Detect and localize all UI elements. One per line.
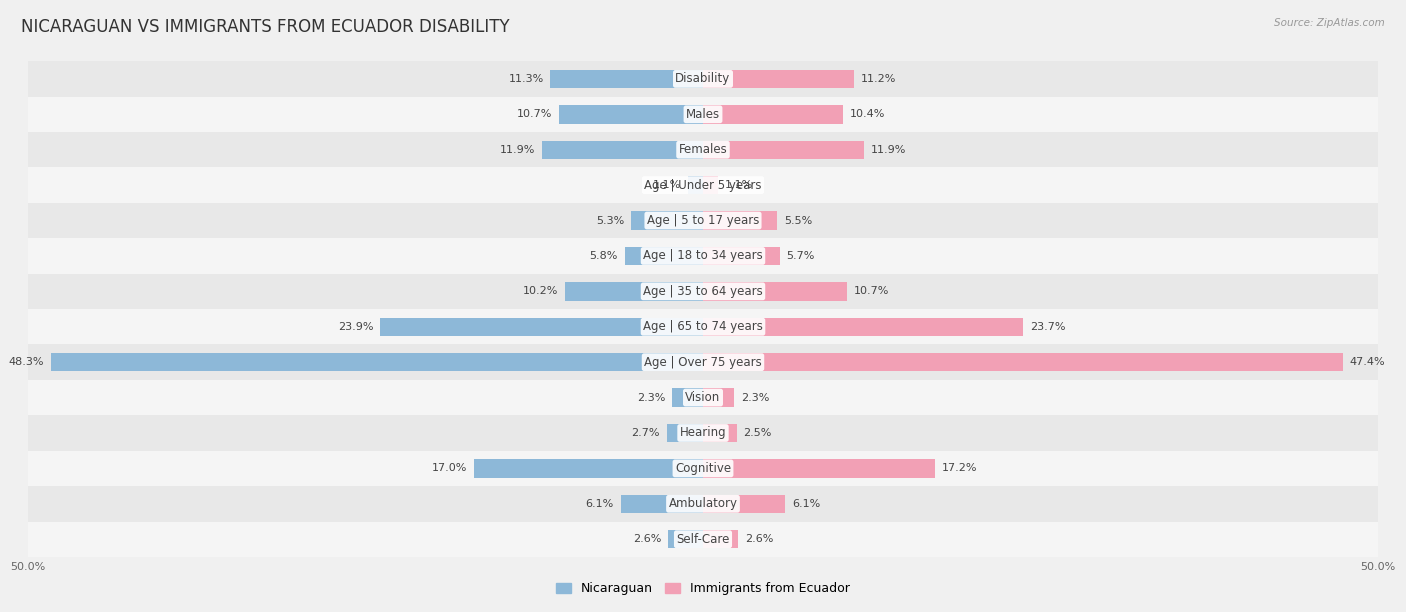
Text: Age | 5 to 17 years: Age | 5 to 17 years: [647, 214, 759, 227]
Text: Age | Under 5 years: Age | Under 5 years: [644, 179, 762, 192]
Text: 1.1%: 1.1%: [724, 180, 752, 190]
Bar: [28, 416, 1378, 450]
Text: Hearing: Hearing: [679, 427, 727, 439]
Text: 6.1%: 6.1%: [792, 499, 820, 509]
Bar: [703, 141, 863, 159]
Bar: [703, 282, 848, 300]
Text: Females: Females: [679, 143, 727, 156]
Text: 5.5%: 5.5%: [785, 215, 813, 226]
Text: Cognitive: Cognitive: [675, 462, 731, 475]
Text: Age | 35 to 64 years: Age | 35 to 64 years: [643, 285, 763, 298]
Bar: [474, 459, 703, 477]
Bar: [51, 353, 703, 371]
Bar: [28, 132, 1378, 168]
Bar: [703, 494, 786, 513]
Bar: [703, 389, 734, 407]
Bar: [558, 105, 703, 124]
Text: Males: Males: [686, 108, 720, 121]
Bar: [703, 318, 1024, 336]
Text: 11.9%: 11.9%: [870, 144, 905, 155]
Bar: [672, 389, 703, 407]
Bar: [381, 318, 703, 336]
Text: Age | 18 to 34 years: Age | 18 to 34 years: [643, 250, 763, 263]
Bar: [28, 309, 1378, 345]
Bar: [703, 105, 844, 124]
Bar: [28, 450, 1378, 486]
Bar: [551, 70, 703, 88]
Text: 2.3%: 2.3%: [637, 392, 665, 403]
Bar: [703, 530, 738, 548]
Text: 17.2%: 17.2%: [942, 463, 977, 474]
Text: 1.1%: 1.1%: [654, 180, 682, 190]
Bar: [688, 176, 703, 195]
Text: 5.3%: 5.3%: [596, 215, 624, 226]
Bar: [28, 521, 1378, 557]
Text: Ambulatory: Ambulatory: [668, 498, 738, 510]
Bar: [703, 459, 935, 477]
Bar: [28, 168, 1378, 203]
Bar: [631, 211, 703, 230]
Text: 10.7%: 10.7%: [855, 286, 890, 296]
Bar: [668, 530, 703, 548]
Bar: [703, 247, 780, 265]
Text: Disability: Disability: [675, 72, 731, 86]
Text: NICARAGUAN VS IMMIGRANTS FROM ECUADOR DISABILITY: NICARAGUAN VS IMMIGRANTS FROM ECUADOR DI…: [21, 18, 510, 36]
Bar: [28, 238, 1378, 274]
Text: 23.7%: 23.7%: [1029, 322, 1066, 332]
Bar: [543, 141, 703, 159]
Text: Self-Care: Self-Care: [676, 532, 730, 546]
Text: 11.9%: 11.9%: [501, 144, 536, 155]
Text: 23.9%: 23.9%: [339, 322, 374, 332]
Bar: [624, 247, 703, 265]
Bar: [565, 282, 703, 300]
Bar: [703, 424, 737, 442]
Bar: [703, 211, 778, 230]
Text: 10.4%: 10.4%: [851, 110, 886, 119]
Text: Vision: Vision: [685, 391, 721, 404]
Bar: [28, 97, 1378, 132]
Bar: [703, 353, 1343, 371]
Text: 11.3%: 11.3%: [509, 74, 544, 84]
Text: 17.0%: 17.0%: [432, 463, 467, 474]
Text: 2.5%: 2.5%: [744, 428, 772, 438]
Text: 48.3%: 48.3%: [8, 357, 45, 367]
Bar: [28, 380, 1378, 416]
Bar: [28, 345, 1378, 380]
Text: 6.1%: 6.1%: [586, 499, 614, 509]
Legend: Nicaraguan, Immigrants from Ecuador: Nicaraguan, Immigrants from Ecuador: [555, 582, 851, 595]
Text: 10.2%: 10.2%: [523, 286, 558, 296]
Bar: [666, 424, 703, 442]
Bar: [703, 70, 855, 88]
Text: Age | 65 to 74 years: Age | 65 to 74 years: [643, 320, 763, 334]
Text: 10.7%: 10.7%: [516, 110, 551, 119]
Text: 2.7%: 2.7%: [631, 428, 659, 438]
Bar: [620, 494, 703, 513]
Text: 2.6%: 2.6%: [633, 534, 661, 544]
Text: Age | Over 75 years: Age | Over 75 years: [644, 356, 762, 368]
Text: Source: ZipAtlas.com: Source: ZipAtlas.com: [1274, 18, 1385, 28]
Bar: [703, 176, 718, 195]
Text: 11.2%: 11.2%: [860, 74, 896, 84]
Bar: [28, 203, 1378, 238]
Bar: [28, 61, 1378, 97]
Text: 5.7%: 5.7%: [787, 251, 815, 261]
Text: 47.4%: 47.4%: [1350, 357, 1385, 367]
Text: 2.3%: 2.3%: [741, 392, 769, 403]
Bar: [28, 486, 1378, 521]
Bar: [28, 274, 1378, 309]
Text: 5.8%: 5.8%: [589, 251, 619, 261]
Text: 2.6%: 2.6%: [745, 534, 773, 544]
